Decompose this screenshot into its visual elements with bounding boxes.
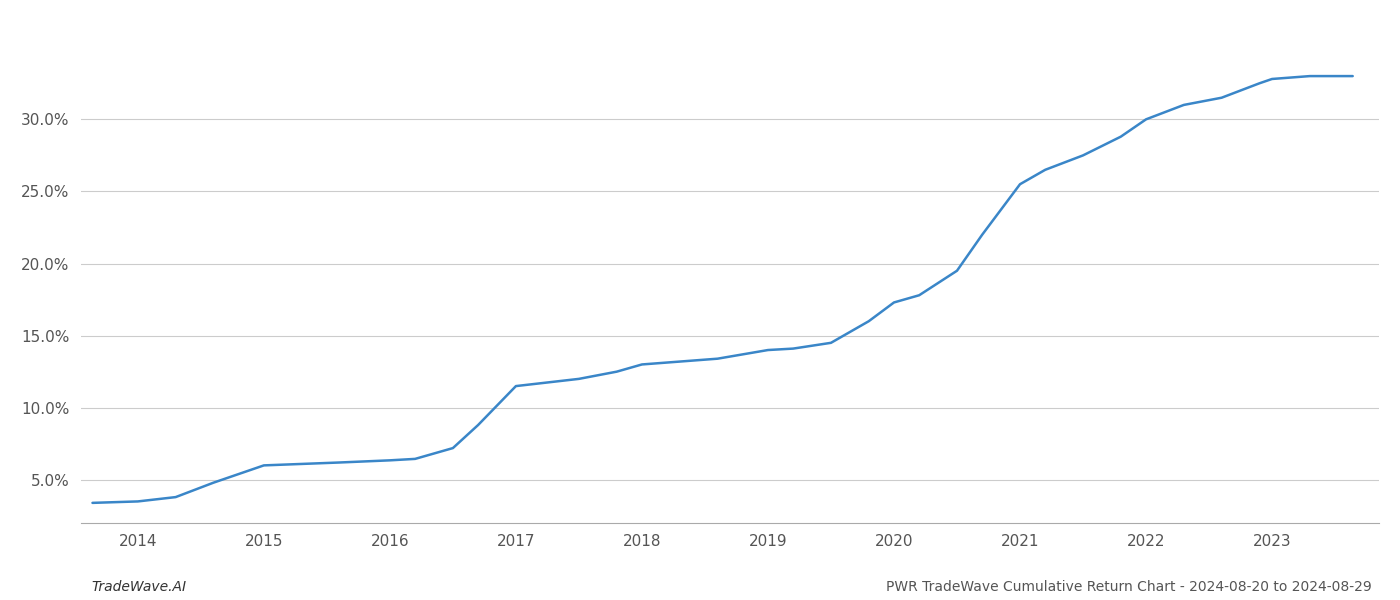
Text: PWR TradeWave Cumulative Return Chart - 2024-08-20 to 2024-08-29: PWR TradeWave Cumulative Return Chart - … — [886, 580, 1372, 594]
Text: TradeWave.AI: TradeWave.AI — [91, 580, 186, 594]
